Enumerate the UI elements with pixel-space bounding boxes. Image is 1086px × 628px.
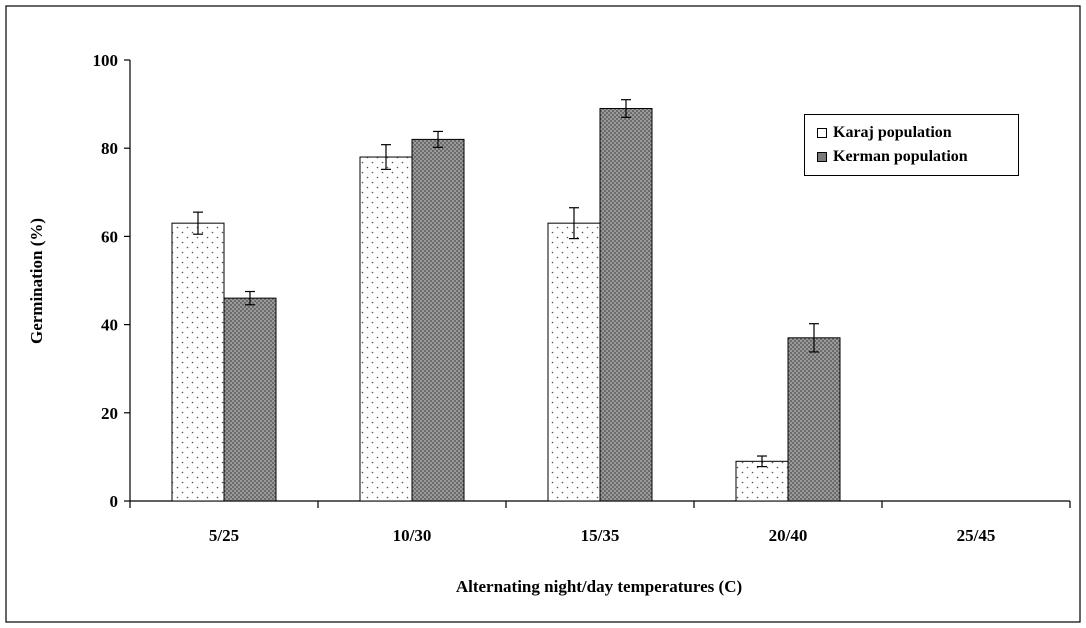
bar-kerman [599,108,653,502]
x-tick-label: 15/35 [581,526,620,545]
legend-swatch-kerman [817,152,827,162]
legend-swatch-karaj [817,128,827,138]
bar-karaj [359,156,413,502]
bar-karaj [171,222,225,502]
bar-kerman [223,297,277,502]
legend-label-karaj: Karaj population [833,124,952,141]
x-tick-label: 20/40 [769,526,808,545]
bar-kerman [787,337,841,502]
y-tick-label: 100 [93,51,119,70]
y-tick-label: 0 [110,492,119,511]
legend-item-karaj: Karaj population [817,123,952,143]
y-tick-label: 20 [101,404,118,423]
y-tick-label: 40 [101,316,118,335]
x-tick-label: 25/45 [957,526,996,545]
x-axis-label: Alternating night/day temperatures (C) [456,577,742,596]
bar-karaj [547,222,601,502]
x-tick-label: 5/25 [209,526,239,545]
x-tick-label: 10/30 [393,526,432,545]
y-tick-label: 80 [101,139,118,158]
plot-area: 0 20 40 60 80 100 5/25 10/30 15/35 20/40 25/45 [93,51,1071,545]
legend-item-kerman: Kerman population [817,147,968,167]
y-axis-label: Germination (%) [27,218,46,344]
figure-border [5,5,1081,623]
legend-label-kerman: Kerman population [833,148,968,165]
legend: Karaj population Kerman population [804,114,1019,176]
y-tick-label: 60 [101,227,118,246]
bar-karaj [735,460,789,502]
bar-kerman [411,138,465,502]
